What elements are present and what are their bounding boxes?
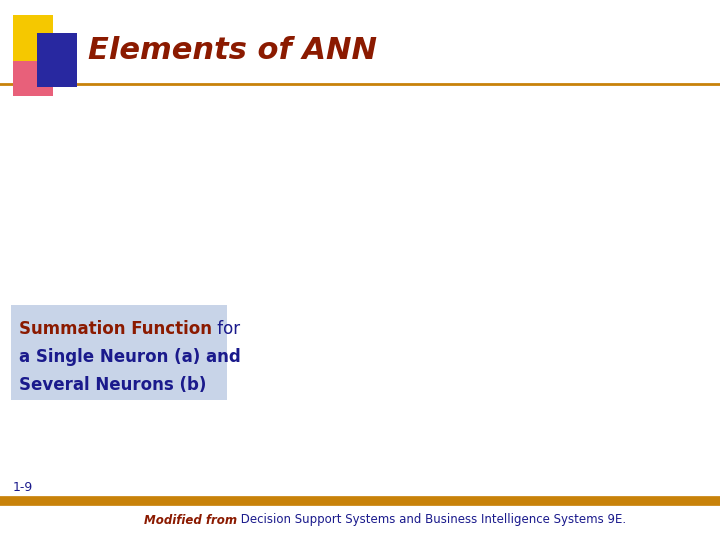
Text: Decision Support Systems and Business Intelligence Systems 9E.: Decision Support Systems and Business In… — [237, 514, 626, 526]
Text: Modified from: Modified from — [144, 514, 237, 526]
Bar — [13, 61, 53, 96]
FancyBboxPatch shape — [11, 305, 227, 400]
Bar — [37, 33, 77, 87]
Text: for: for — [212, 320, 240, 338]
Text: Several Neurons (b): Several Neurons (b) — [19, 376, 207, 394]
Text: Elements of ANN: Elements of ANN — [88, 36, 377, 65]
Bar — [13, 15, 53, 69]
Text: a Single Neuron (a) and: a Single Neuron (a) and — [19, 348, 241, 366]
Text: Summation Function: Summation Function — [19, 320, 212, 338]
Text: 1-9: 1-9 — [13, 481, 33, 494]
